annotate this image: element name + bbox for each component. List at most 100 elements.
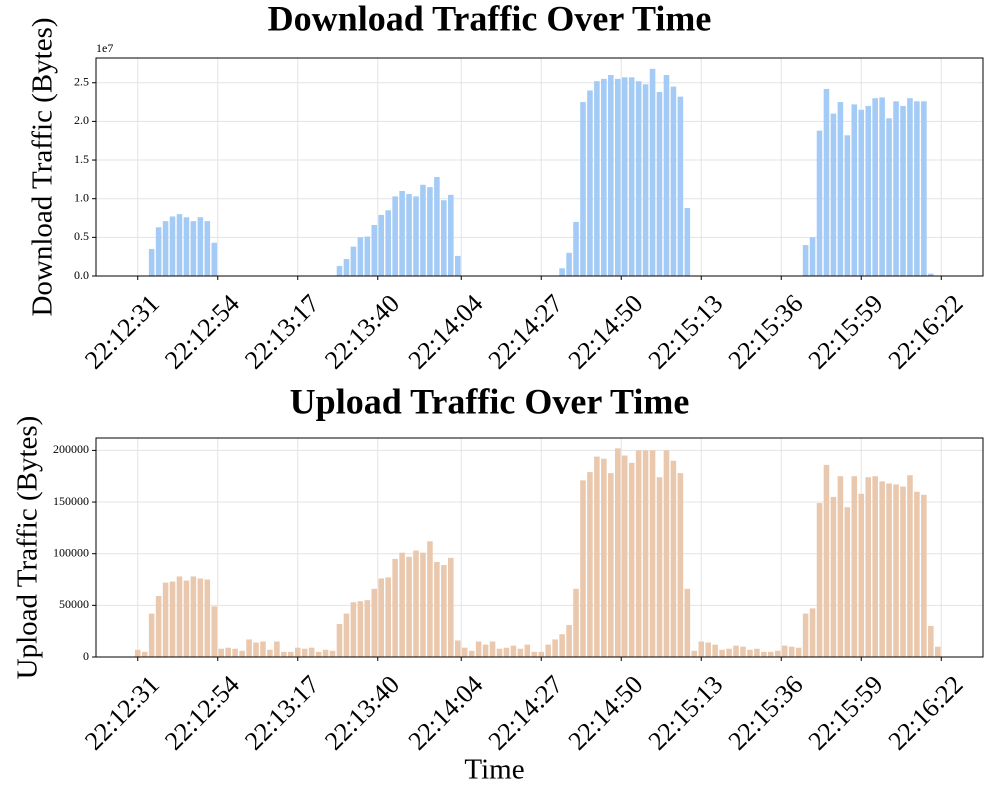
bar <box>747 649 753 657</box>
bar <box>802 613 809 657</box>
bar <box>677 96 684 276</box>
subplot: 0 50000 100000 150000 200000 22:12:3122:12:54… <box>12 381 984 786</box>
bar <box>378 214 385 276</box>
y-tick-label: 200000 <box>53 442 89 456</box>
x-tick-label: 22:15:59 <box>803 670 889 756</box>
bar <box>628 77 635 277</box>
bar <box>141 651 148 657</box>
bar <box>420 552 426 657</box>
bar <box>329 650 336 657</box>
bar <box>434 561 440 657</box>
bar <box>907 475 913 657</box>
bar <box>190 221 197 276</box>
bar <box>427 541 433 657</box>
bar <box>816 130 823 276</box>
bar <box>232 648 238 657</box>
bar <box>204 221 211 276</box>
bar <box>204 579 211 657</box>
bar <box>503 647 510 657</box>
y-tick-label: 50000 <box>59 597 89 611</box>
bar <box>601 78 607 276</box>
bar <box>642 84 649 276</box>
bar <box>879 481 885 657</box>
x-tick-label: 22:15:36 <box>723 670 809 756</box>
y-axis-label: Download Traffic (Bytes) <box>27 17 59 316</box>
bar <box>698 641 705 657</box>
bar <box>928 273 934 276</box>
bar <box>385 210 391 276</box>
bar <box>844 135 851 276</box>
bar <box>475 641 482 657</box>
bar <box>197 578 204 657</box>
x-tick-label: 22:12:54 <box>159 289 245 375</box>
bar <box>719 649 725 657</box>
x-tick-label: 22:12:31 <box>79 670 165 756</box>
bar <box>928 626 934 657</box>
bar <box>413 550 419 657</box>
bar <box>900 105 906 276</box>
bar <box>489 641 496 657</box>
bar <box>496 648 503 657</box>
bar <box>315 651 322 657</box>
x-tick-label: 22:15:59 <box>803 289 889 375</box>
bar <box>427 187 433 276</box>
bar <box>225 647 231 657</box>
bar <box>176 214 183 276</box>
bar <box>601 458 607 657</box>
bar <box>378 578 385 657</box>
bar <box>886 483 892 657</box>
bar <box>288 651 294 657</box>
bar <box>155 596 162 657</box>
bar <box>893 484 899 657</box>
bar <box>364 236 371 276</box>
bar <box>441 565 447 657</box>
chart-title: Download Traffic Over Time <box>268 0 712 38</box>
bar <box>809 237 816 276</box>
bar <box>670 460 677 657</box>
bar <box>420 184 426 276</box>
bar <box>301 648 308 657</box>
bar <box>656 477 663 657</box>
bar <box>183 217 190 276</box>
bar <box>482 644 489 657</box>
bar <box>726 648 732 657</box>
bar <box>406 556 412 657</box>
bar <box>774 650 781 657</box>
bar <box>754 648 760 657</box>
y-offset-label: 1e7 <box>96 41 113 55</box>
x-tick-label: 22:14:27 <box>483 670 569 756</box>
x-tick-label: 22:15:13 <box>643 289 729 375</box>
bar <box>322 649 329 657</box>
bar <box>357 237 364 276</box>
bar <box>468 650 475 657</box>
bar <box>684 588 691 657</box>
bar <box>621 77 628 277</box>
bar <box>545 644 551 657</box>
bar <box>336 623 343 657</box>
bar <box>190 576 197 657</box>
x-tick-label: 22:13:40 <box>319 289 405 375</box>
bar <box>580 102 586 276</box>
bar <box>281 651 287 657</box>
y-tick-label: 0 <box>83 649 89 663</box>
bar <box>740 646 746 657</box>
bar <box>148 248 155 276</box>
bar <box>921 494 927 657</box>
bar <box>336 265 343 276</box>
bar <box>246 639 252 657</box>
bar <box>788 646 795 657</box>
bar <box>594 456 600 657</box>
x-tick-label: 22:14:27 <box>483 289 569 375</box>
bar <box>907 98 913 276</box>
bar <box>253 642 259 657</box>
x-tick-label: 22:16:22 <box>883 670 969 756</box>
bar <box>134 649 141 657</box>
bar <box>768 651 774 657</box>
bar <box>176 576 183 657</box>
bar <box>559 268 565 276</box>
bar <box>385 577 391 657</box>
bar <box>851 104 858 276</box>
bar <box>573 221 579 276</box>
bar <box>211 242 218 276</box>
